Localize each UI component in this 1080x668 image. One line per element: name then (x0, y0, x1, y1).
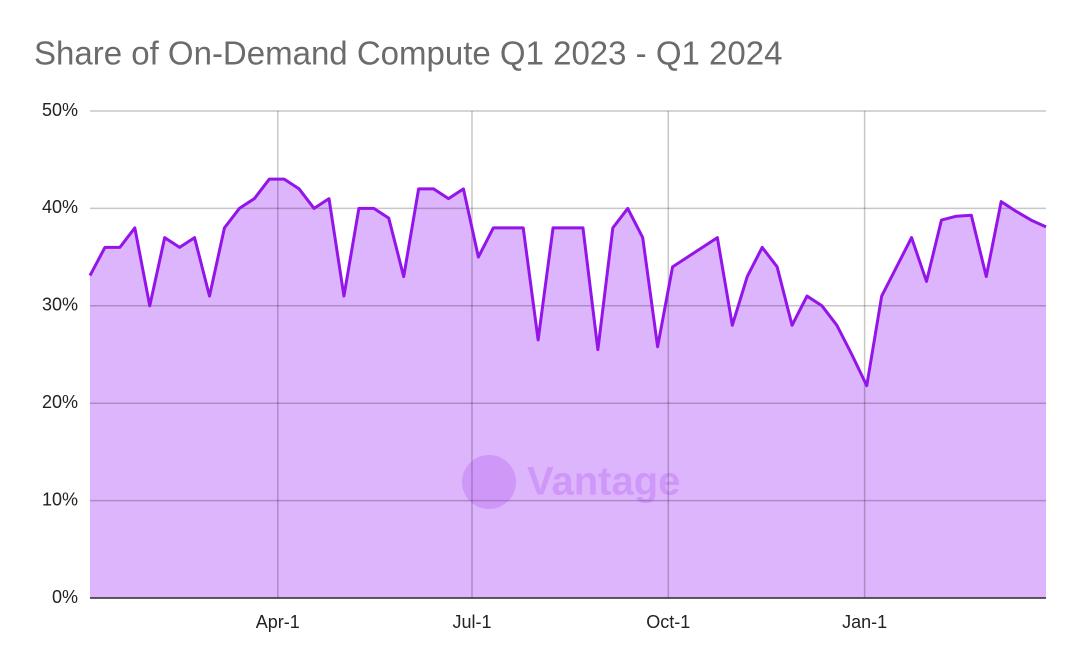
chart-title: Share of On-Demand Compute Q1 2023 - Q1 … (34, 35, 782, 72)
y-tick-label: 10% (42, 489, 78, 509)
y-tick-label: 0% (52, 587, 78, 607)
x-tick-label: Jan-1 (842, 612, 887, 632)
y-tick-label: 20% (42, 392, 78, 412)
x-tick-label: Jul-1 (452, 612, 491, 632)
y-tick-label: 30% (42, 295, 78, 315)
x-tick-label: Oct-1 (646, 612, 690, 632)
x-tick-label: Apr-1 (256, 612, 300, 632)
y-tick-label: 40% (42, 197, 78, 217)
watermark: Vantage (527, 460, 680, 504)
y-tick-label: 50% (42, 100, 78, 120)
line (88, 177, 1047, 388)
area (90, 179, 1046, 598)
watermark-logo (462, 455, 516, 509)
